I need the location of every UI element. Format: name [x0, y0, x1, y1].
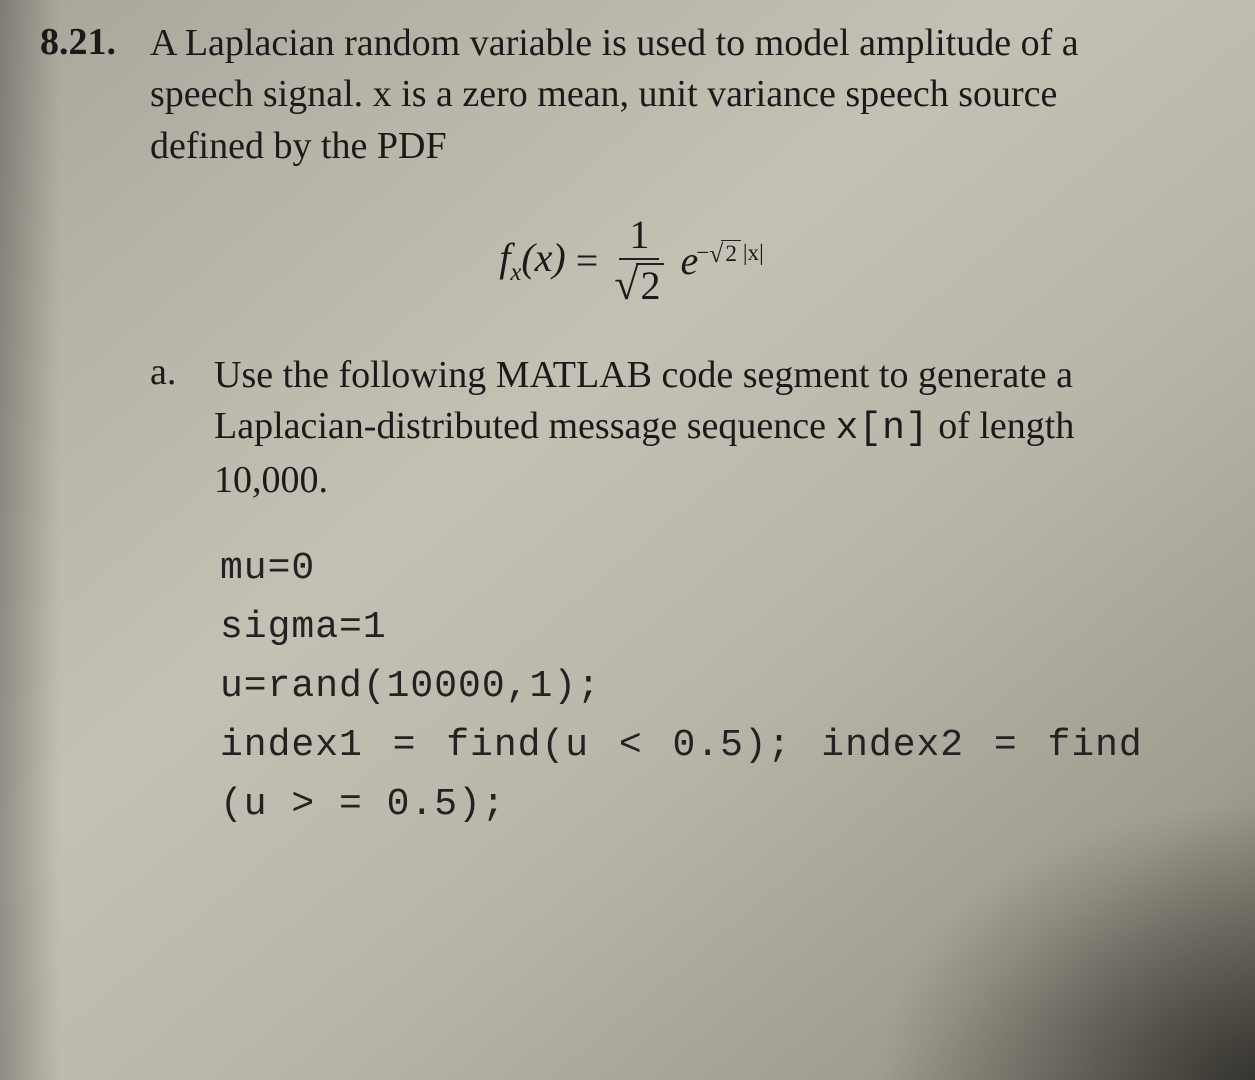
page: 8.21. A Laplacian random variable is use…: [0, 0, 1255, 834]
formula-exp-part: e−√2|x|: [680, 237, 765, 284]
formula-f: f: [499, 235, 510, 280]
code-line-4: index1 = find(u < 0.5); index2 = find: [220, 717, 1175, 776]
stmt-line-2: speech signal. x is a zero mean, unit va…: [150, 73, 1057, 115]
subpart-line-1: Use the following MATLAB code segment to…: [214, 354, 1073, 396]
formula-equals: =: [576, 237, 599, 284]
subpart-label: a.: [150, 350, 214, 394]
problem-block: 8.21. A Laplacian random variable is use…: [40, 18, 1175, 834]
formula-f-subscript: x: [510, 259, 521, 286]
exp-minus: −: [696, 240, 709, 267]
sqrt-2-exp: √2: [709, 239, 741, 269]
problem-statement: A Laplacian random variable is used to m…: [150, 18, 1175, 172]
subpart-body: Use the following MATLAB code segment to…: [214, 350, 1175, 506]
radicand-exp: 2: [721, 240, 741, 268]
subpart-line-2b: of length: [929, 405, 1075, 447]
problem-body: A Laplacian random variable is used to m…: [150, 18, 1175, 834]
subpart-line-2a: Laplacian-distributed message sequence: [214, 405, 835, 447]
inline-code-xn: x[n]: [835, 407, 928, 450]
sqrt-2-den: √2: [614, 262, 664, 308]
code-line-5: (u > = 0.5);: [220, 776, 1175, 835]
fraction-numerator: 1: [619, 214, 659, 260]
formula-fraction: 1 √2: [614, 214, 664, 308]
formula-lhs: fx(x): [499, 234, 566, 287]
code-line-1: mu=0: [220, 540, 1175, 599]
exp-abs-x: |x|: [741, 240, 766, 267]
problem-number: 8.21.: [40, 18, 150, 64]
formula-exponent: −√2|x|: [696, 239, 766, 269]
code-line-2: sigma=1: [220, 599, 1175, 658]
stmt-line-1: A Laplacian random variable is used to m…: [150, 22, 1079, 64]
pdf-formula: fx(x) = 1 √2 e−√2|x|: [90, 214, 1175, 308]
code-line-3: u=rand(10000,1);: [220, 658, 1175, 717]
stmt-line-3: defined by the PDF: [150, 125, 447, 167]
subpart-a: a. Use the following MATLAB code segment…: [150, 350, 1175, 506]
matlab-code-block: mu=0 sigma=1 u=rand(10000,1); index1 = f…: [220, 540, 1175, 834]
radical-sign-den: √: [614, 262, 638, 308]
subpart-line-3: 10,000.: [214, 459, 328, 501]
fraction-denominator: √2: [614, 260, 664, 308]
radicand-den: 2: [636, 263, 664, 307]
formula-arg: (x): [521, 235, 565, 280]
